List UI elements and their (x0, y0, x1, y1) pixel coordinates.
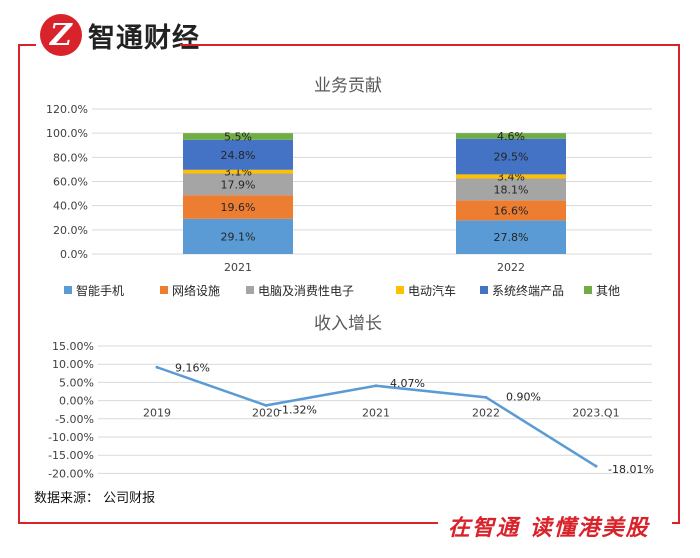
bar-segment (183, 218, 293, 254)
line-x-tick-label: 2022 (472, 407, 500, 420)
line-data-label: 9.16% (175, 361, 210, 374)
bar-data-label: 27.8% (494, 231, 529, 244)
bar-segment (183, 139, 293, 170)
brand-logo: Z 智通财经 (40, 14, 200, 56)
bar-data-label: 16.6% (494, 204, 529, 217)
legend-label: 网络设施 (172, 283, 220, 298)
bar-segment (456, 178, 566, 201)
bar-data-label: 4.6% (497, 130, 525, 143)
frame-left-line (18, 44, 20, 524)
line-data-label: -18.01% (608, 463, 654, 476)
line-y-tick-label: -20.00% (48, 467, 94, 480)
bar-x-tick-label: 2021 (224, 261, 252, 274)
line-y-tick-label: 10.00% (52, 358, 94, 371)
bar-y-tick-label: 20.0% (53, 224, 88, 237)
frame-left-top-stub (18, 44, 36, 46)
legend-swatch (584, 286, 592, 294)
bar-segment (456, 174, 566, 179)
bar-y-tick-label: 40.0% (53, 200, 88, 213)
bar-segment (183, 169, 293, 174)
bar-data-label: 18.1% (494, 183, 529, 196)
bar-y-tick-label: 60.0% (53, 176, 88, 189)
bar-y-tick-label: 100.0% (46, 127, 88, 140)
bar-segment (456, 133, 566, 139)
legend-label: 电脑及消费性电子 (258, 284, 354, 298)
frame-right-line (678, 44, 680, 524)
bar-chart-title: 业务贡献 (314, 76, 382, 96)
line-y-tick-label: -10.00% (48, 431, 94, 444)
footer-slogan: 在智通 读懂港美股 (448, 516, 650, 541)
legend-swatch (396, 286, 404, 294)
line-x-tick-label: 2019 (143, 407, 171, 420)
line-point (594, 464, 598, 468)
brand-name: 智通财经 (88, 22, 200, 54)
legend-swatch (160, 286, 168, 294)
bar-segment (456, 200, 566, 221)
frame-bottom-right-stub (672, 522, 680, 524)
bar-data-label: 24.8% (221, 149, 256, 162)
bar-x-tick-label: 2022 (497, 261, 525, 274)
line-point (155, 365, 159, 369)
line-y-tick-label: 15.00% (52, 340, 94, 353)
bar-data-label: 29.5% (494, 151, 529, 164)
line-x-tick-label: 2023.Q1 (572, 407, 619, 420)
data-source-note: 数据来源： 公司财报 (34, 491, 156, 506)
bar-data-label: 17.9% (221, 178, 256, 191)
legend-label: 其他 (596, 284, 620, 298)
line-y-tick-label: -15.00% (48, 449, 94, 462)
legend-swatch (246, 286, 254, 294)
bar-segment (456, 220, 566, 254)
bar-data-label: 29.1% (221, 230, 256, 243)
bar-data-label: 19.6% (221, 201, 256, 214)
frame-bottom-left-line (18, 522, 438, 524)
bar-y-tick-label: 120.0% (46, 103, 88, 116)
line-data-label: -1.32% (278, 403, 317, 416)
legend-label: 系统终端产品 (492, 283, 564, 298)
line-x-tick-label: 2021 (362, 407, 390, 420)
bar-segment (183, 173, 293, 196)
line-point (484, 395, 488, 399)
frame-top-line (180, 44, 680, 46)
bar-segment (456, 138, 566, 175)
line-y-tick-label: 0.00% (59, 395, 94, 408)
bar-data-label: 5.5% (224, 130, 252, 143)
line-y-tick-label: 5.00% (59, 376, 94, 389)
bar-y-tick-label: 0.0% (60, 248, 88, 261)
line-chart-title: 收入增长 (314, 314, 382, 334)
line-point (374, 384, 378, 388)
legend-label: 智能手机 (76, 283, 124, 298)
legend-label: 电动汽车 (408, 283, 456, 298)
logo-mark-icon: Z (40, 14, 82, 56)
bar-segment (183, 195, 293, 219)
bar-y-tick-label: 80.0% (53, 151, 88, 164)
bar-segment (183, 133, 293, 140)
legend-swatch (64, 286, 72, 294)
line-data-label: 0.90% (506, 390, 541, 403)
legend-swatch (480, 286, 488, 294)
line-point (264, 403, 268, 407)
line-y-tick-label: -5.00% (55, 413, 94, 426)
line-x-tick-label: 2020 (252, 407, 280, 420)
line-data-label: 4.07% (390, 377, 425, 390)
